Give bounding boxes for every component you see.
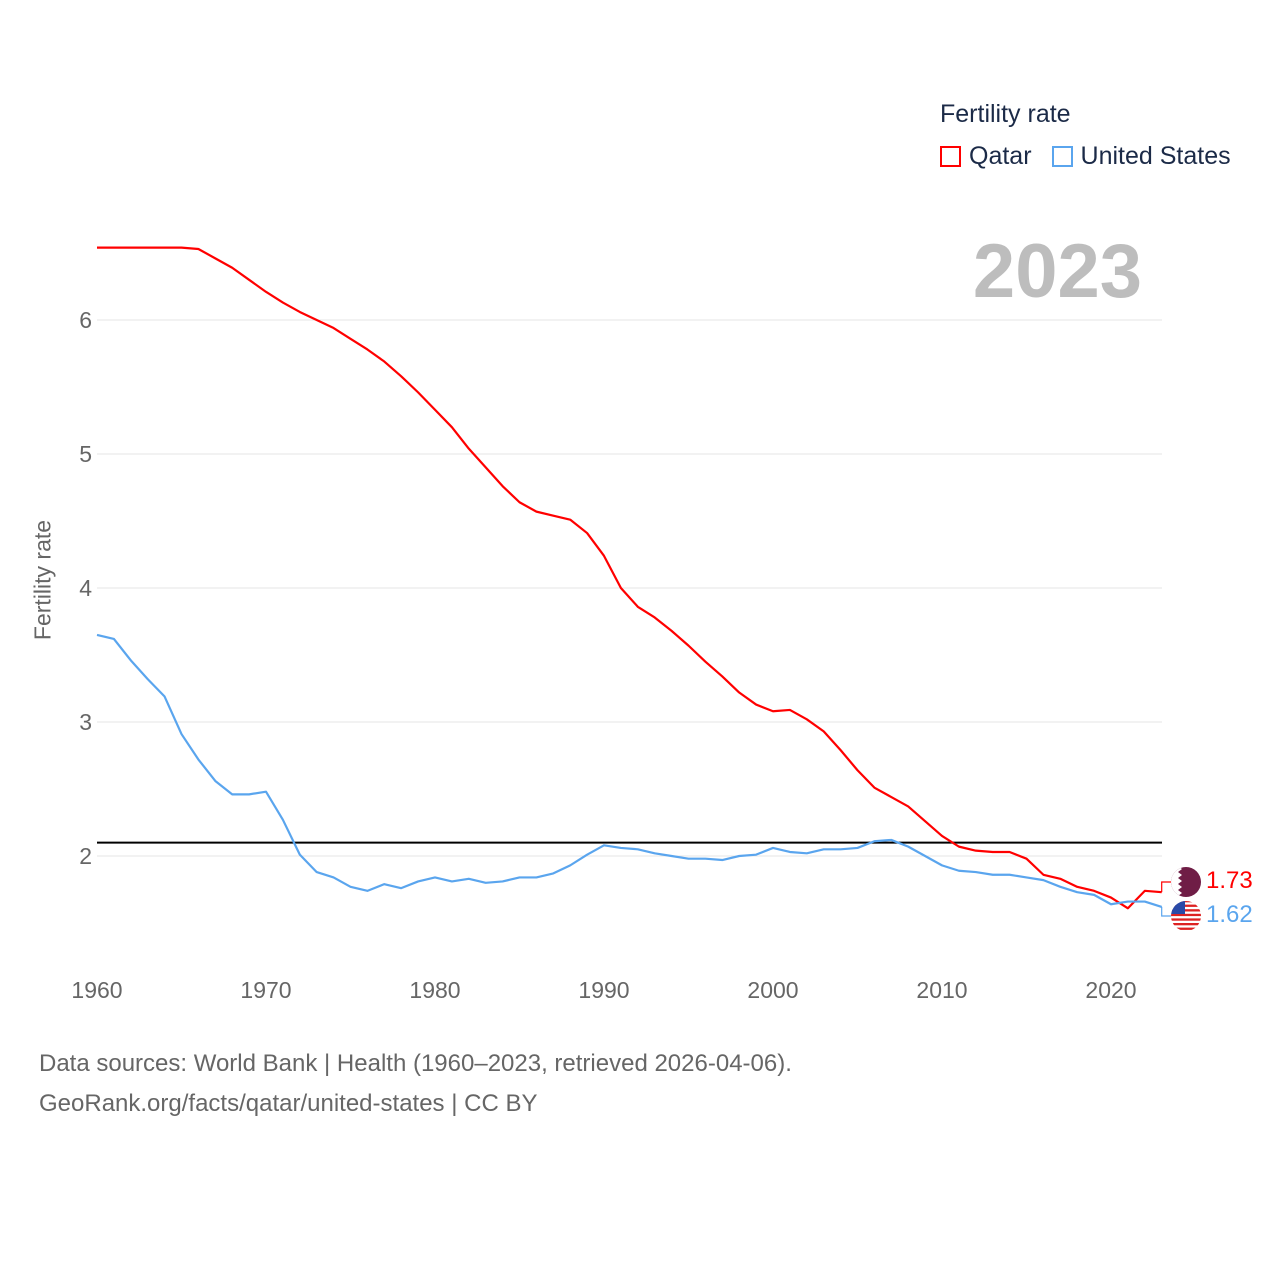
us-canton: [1171, 901, 1185, 914]
us-stripe: [1171, 923, 1201, 926]
us-stripe: [1171, 918, 1201, 921]
x-tick-label: 1980: [409, 977, 460, 1003]
end-label-united-states: 1.62: [1206, 901, 1253, 928]
legend-swatch-qatar: [940, 146, 961, 167]
us-stripe: [1171, 927, 1201, 930]
qatar-flag-body: [1171, 867, 1201, 897]
data-sources-text: Data sources: World Bank | Health (1960–…: [39, 1050, 792, 1077]
x-tick-label: 1960: [71, 977, 122, 1003]
end-connector: [1161, 906, 1172, 917]
legend-swatch-united-states: [1051, 146, 1073, 167]
us-flag-body: [1171, 901, 1201, 931]
us-stripe: [1171, 909, 1201, 912]
legend: Qatar United States: [940, 142, 1251, 171]
x-tick-label: 2000: [747, 977, 798, 1003]
legend-label-united-states: United States: [1080, 142, 1231, 170]
footer: Data sources: World Bank | Health (1960–…: [39, 1044, 792, 1124]
us-stripe: [1171, 901, 1201, 903]
y-tick-label: 6: [79, 307, 92, 333]
series-line-qatar: [97, 246, 1162, 910]
us-stripe: [1171, 913, 1201, 917]
legend-item-united-states[interactable]: United States: [1051, 142, 1231, 171]
attribution-link[interactable]: GeoRank.org/facts/qatar/united-states | …: [39, 1090, 538, 1117]
legend-item-qatar[interactable]: Qatar: [940, 142, 1032, 171]
current-year-label: 2023: [972, 229, 1142, 314]
end-connector: [1161, 881, 1172, 893]
y-axis-label: Fertility rate: [29, 519, 56, 641]
y-tick-label: 4: [79, 575, 92, 601]
y-tick-label: 2: [79, 843, 92, 869]
x-tick-label: 2010: [916, 977, 967, 1003]
us-flag-icon: [1171, 901, 1201, 931]
y-tick-label: 5: [79, 441, 92, 467]
legend-title: Fertility rate: [940, 100, 1071, 128]
x-tick-label: 1990: [578, 977, 629, 1003]
x-tick-label: 2020: [1085, 977, 1136, 1003]
y-tick-label: 3: [79, 709, 92, 735]
series-line-united-states: [96, 633, 1163, 908]
end-label-qatar: 1.73: [1206, 867, 1253, 894]
qatar-flag-icon: [1171, 867, 1201, 897]
legend-label-qatar: Qatar: [969, 142, 1032, 170]
x-tick-label: 1970: [240, 977, 291, 1003]
us-stripe: [1171, 904, 1201, 907]
